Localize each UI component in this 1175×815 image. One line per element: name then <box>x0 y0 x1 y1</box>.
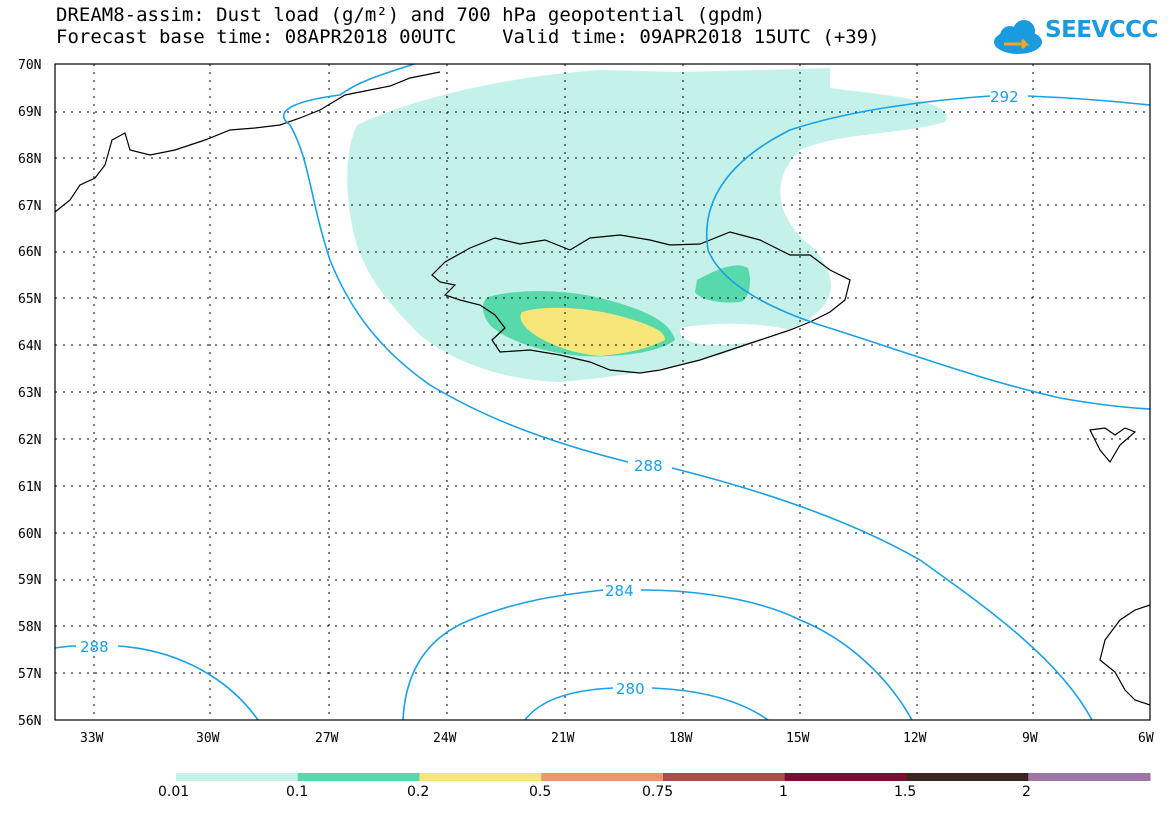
colorbar-label: 0.2 <box>407 784 430 800</box>
lat-label: 57N <box>18 667 41 682</box>
lon-label: 33W <box>80 731 104 746</box>
colorbar-label: 2 <box>1022 784 1031 800</box>
colorbar-label: 0.1 <box>286 784 309 800</box>
lon-label: 18W <box>669 731 693 746</box>
map-frame <box>54 63 1151 721</box>
lat-label: 64N <box>18 339 41 354</box>
geopotential-contours <box>54 63 1151 721</box>
colorbar <box>176 773 1151 781</box>
contour-label-288: 288 <box>634 457 663 475</box>
lon-label: 24W <box>433 731 457 746</box>
colorbar-segment <box>541 773 664 781</box>
colorbar-label: 1 <box>779 784 788 800</box>
greenland-coast <box>54 71 441 213</box>
lat-label: 58N <box>18 620 41 635</box>
lat-label: 70N <box>18 58 41 73</box>
colorbar-label: 0.5 <box>529 784 552 800</box>
colorbar-segment <box>663 773 786 781</box>
contour-280 <box>524 687 769 721</box>
lat-label: 68N <box>18 152 41 167</box>
lon-axis: 33W 30W 27W 24W 21W 18W 15W 12W 9W 6W <box>80 731 1154 746</box>
lon-label: 15W <box>786 731 810 746</box>
grid-lines <box>55 64 1150 720</box>
contour-label-288-sw: 288 <box>80 638 109 656</box>
map-title: DREAM8-assim: Dust load (g/m²) and 700 h… <box>56 4 766 26</box>
cloud-logo-icon <box>994 20 1042 54</box>
contour-292 <box>706 95 1151 410</box>
colorbar-segment <box>297 773 420 781</box>
lon-label: 30W <box>196 731 220 746</box>
lon-label: 6W <box>1138 731 1154 746</box>
colorbar-segment <box>176 773 299 781</box>
lon-label: 12W <box>903 731 927 746</box>
lon-label: 27W <box>315 731 339 746</box>
logo-text: SEEVCCC <box>1045 17 1158 43</box>
dust-gap <box>679 323 790 345</box>
contour-288-north <box>282 63 1093 721</box>
lat-axis: 70N 69N 68N 67N 66N 65N 64N 63N 62N 61N … <box>18 58 41 729</box>
colorbar-segment <box>1028 773 1151 781</box>
lat-label: 63N <box>18 386 41 401</box>
lat-label: 65N <box>18 292 41 307</box>
map-subtitle: Forecast base time: 08APR2018 00UTC Vali… <box>56 26 880 48</box>
lat-label: 66N <box>18 245 41 260</box>
colorbar-label: 0.01 <box>158 784 190 800</box>
lon-label: 21W <box>551 731 575 746</box>
scotland-coast <box>1099 604 1151 706</box>
lat-label: 60N <box>18 527 41 542</box>
colorbar-segment <box>419 773 542 781</box>
contour-label-280: 280 <box>616 680 645 698</box>
lat-label: 56N <box>18 714 41 729</box>
colorbar-label: 1.5 <box>894 784 917 800</box>
colorbar-segment <box>906 773 1029 781</box>
colorbar-label: 0.75 <box>642 784 674 800</box>
lat-label: 59N <box>18 573 41 588</box>
contour-288-southwest <box>54 645 259 721</box>
dust-shading <box>347 68 947 382</box>
lon-label: 9W <box>1022 731 1038 746</box>
lat-label: 69N <box>18 105 41 120</box>
contour-label-292: 292 <box>990 88 1019 106</box>
dust-area-medium-east <box>695 265 750 303</box>
faroe-islands <box>1089 427 1137 464</box>
lat-label: 62N <box>18 433 41 448</box>
contour-label-284: 284 <box>605 582 634 600</box>
lat-label: 67N <box>18 199 41 214</box>
contour-284 <box>402 589 913 721</box>
dust-area-high <box>520 307 665 356</box>
lat-label: 61N <box>18 480 41 495</box>
colorbar-segment <box>784 773 907 781</box>
